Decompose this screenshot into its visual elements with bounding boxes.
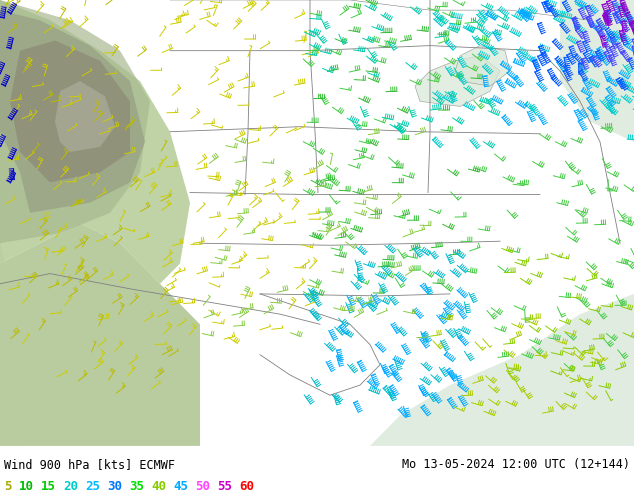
Polygon shape (0, 0, 190, 284)
Polygon shape (415, 56, 500, 106)
Polygon shape (55, 81, 115, 152)
Polygon shape (0, 243, 30, 446)
Text: 20: 20 (63, 480, 78, 490)
Polygon shape (0, 223, 200, 446)
Text: 35: 35 (129, 480, 144, 490)
Text: 40: 40 (151, 480, 166, 490)
Polygon shape (0, 0, 150, 243)
Polygon shape (560, 0, 634, 142)
Text: 50: 50 (195, 480, 210, 490)
Text: Mo 13-05-2024 12:00 UTC (12+144): Mo 13-05-2024 12:00 UTC (12+144) (402, 458, 630, 471)
Text: 60: 60 (239, 480, 254, 490)
Polygon shape (370, 294, 634, 446)
Text: 5: 5 (4, 480, 11, 490)
Polygon shape (10, 41, 130, 182)
Polygon shape (0, 10, 145, 213)
Text: 30: 30 (107, 480, 122, 490)
Text: 10: 10 (19, 480, 34, 490)
Text: Wind 900 hPa [kts] ECMWF: Wind 900 hPa [kts] ECMWF (4, 458, 175, 471)
Text: 45: 45 (173, 480, 188, 490)
Text: 55: 55 (217, 480, 232, 490)
Text: 15: 15 (41, 480, 56, 490)
Text: 25: 25 (85, 480, 100, 490)
Polygon shape (455, 46, 510, 86)
